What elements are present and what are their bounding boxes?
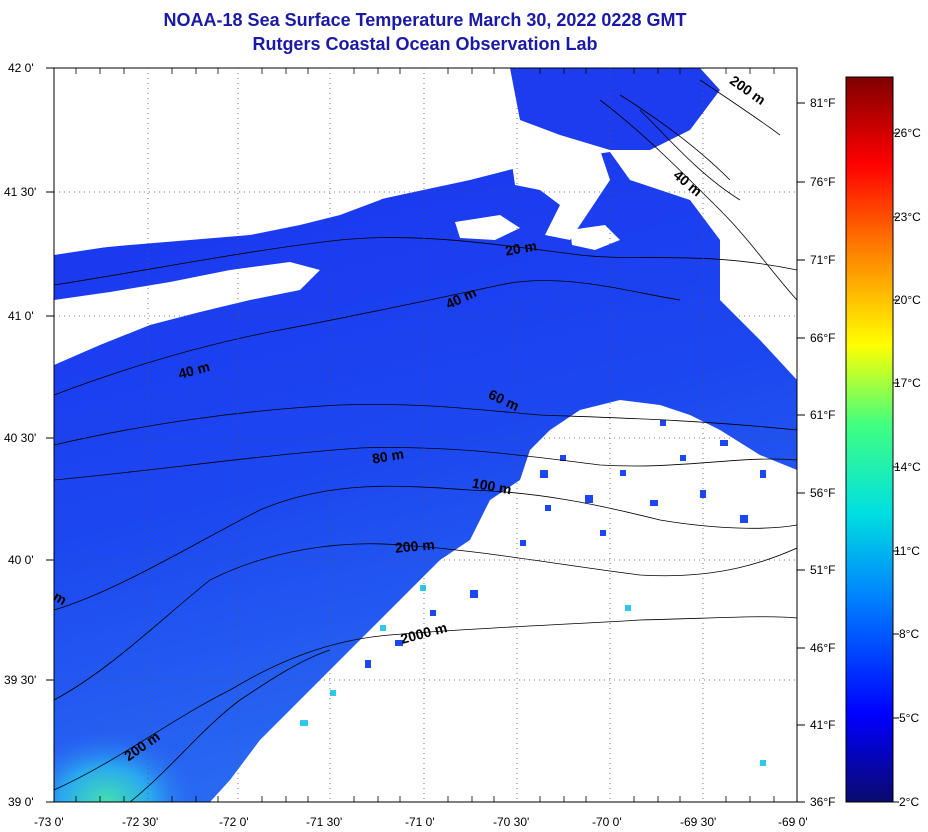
gulf-water-patch — [510, 68, 720, 150]
map-subtitle: Rutgers Coastal Ocean Observation Lab — [252, 34, 598, 54]
lon-label: -71 0' — [405, 815, 435, 829]
celsius-label: 14°C — [894, 460, 921, 474]
celsius-label: 23°C — [894, 210, 921, 224]
frame-ticks — [46, 67, 805, 803]
celsius-label: 26°C — [894, 126, 921, 140]
celsius-label: 8°C — [899, 627, 920, 641]
lat-label: 40 0' — [8, 553, 34, 567]
lat-label: 42 0' — [8, 61, 34, 75]
fahrenheit-label: 71°F — [810, 253, 836, 267]
colorbar-ticks — [893, 132, 899, 803]
land-islands — [455, 215, 620, 250]
fahrenheit-label: 56°F — [810, 486, 836, 500]
warm-fringe-pixels — [300, 585, 766, 766]
lat-label: 40 30' — [4, 431, 37, 445]
lon-label: -69 30' — [680, 815, 717, 829]
lat-label: 41 0' — [8, 309, 34, 323]
land-long-island — [54, 262, 320, 365]
lon-label: -72 0' — [219, 815, 249, 829]
isobath-contours — [54, 79, 797, 802]
celsius-label: 20°C — [894, 293, 921, 307]
lat-label: 39 30' — [4, 673, 37, 687]
lon-label: -70 30' — [493, 815, 530, 829]
fahrenheit-label: 41°F — [810, 718, 836, 732]
warm-water-patch — [54, 600, 314, 802]
map-title: NOAA-18 Sea Surface Temperature March 30… — [163, 10, 687, 30]
land-cape-cod — [510, 140, 610, 240]
fahrenheit-label: 81°F — [810, 96, 836, 110]
celsius-label: 11°C — [894, 544, 920, 558]
fahrenheit-label: 51°F — [810, 563, 836, 577]
land-connecticut — [54, 68, 510, 252]
minor-ticks — [75, 68, 775, 802]
lat-label: 39 0' — [8, 795, 34, 809]
celsius-label: 5°C — [899, 711, 920, 725]
fahrenheit-label: 36°F — [810, 795, 836, 809]
lon-label: -70 0' — [592, 815, 622, 829]
celsius-label: 17°C — [894, 376, 921, 390]
fahrenheit-label: 76°F — [810, 175, 836, 189]
fahrenheit-label: 61°F — [810, 408, 836, 422]
celsius-label: 2°C — [899, 795, 920, 809]
no-data-region — [270, 400, 797, 802]
colorbar — [845, 76, 894, 803]
fahrenheit-label: 66°F — [810, 331, 836, 345]
lon-label: -72 30' — [122, 815, 159, 829]
lat-label: 41 30' — [4, 185, 37, 199]
lon-label: -69 0' — [778, 815, 808, 829]
lon-label: -73 0' — [34, 815, 64, 829]
lon-label: -71 30' — [306, 815, 343, 829]
map-frame — [53, 67, 798, 803]
fahrenheit-label: 46°F — [810, 641, 836, 655]
